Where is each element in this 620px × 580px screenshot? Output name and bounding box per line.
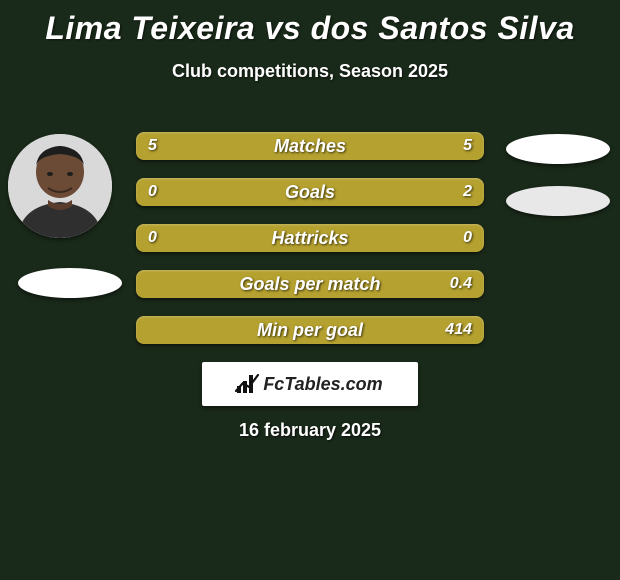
stat-right-value: 0 xyxy=(463,224,472,252)
attribution-badge: FcTables.com xyxy=(202,362,418,406)
stat-label: Goals xyxy=(136,178,484,206)
stat-label: Hattricks xyxy=(136,224,484,252)
comparison-date: 16 february 2025 xyxy=(0,420,620,441)
stat-right-value: 2 xyxy=(463,178,472,206)
player-left-club-logo xyxy=(18,268,122,298)
stat-row-min-per-goal: Min per goal 414 xyxy=(136,316,484,344)
page-subtitle: Club competitions, Season 2025 xyxy=(0,61,620,82)
comparison-card: Lima Teixeira vs dos Santos Silva Club c… xyxy=(0,10,620,580)
stat-row-matches: 5 Matches 5 xyxy=(136,132,484,160)
stat-right-value: 5 xyxy=(463,132,472,160)
stats-panel: 5 Matches 5 0 Goals 2 0 Hattricks 0 Goal… xyxy=(136,132,484,362)
stat-right-value: 414 xyxy=(445,316,472,344)
attribution-inner: FcTables.com xyxy=(237,374,382,395)
stat-row-goals-per-match: Goals per match 0.4 xyxy=(136,270,484,298)
player-right-club-logo-1 xyxy=(506,134,610,164)
avatar-silhouette-icon xyxy=(8,134,112,238)
stat-row-goals: 0 Goals 2 xyxy=(136,178,484,206)
chart-bars-icon xyxy=(237,375,259,393)
stat-label: Min per goal xyxy=(136,316,484,344)
stat-right-value: 0.4 xyxy=(450,270,472,298)
stat-label: Goals per match xyxy=(136,270,484,298)
stat-label: Matches xyxy=(136,132,484,160)
player-right-club-logo-2 xyxy=(506,186,610,216)
attribution-text: FcTables.com xyxy=(263,374,382,395)
page-title: Lima Teixeira vs dos Santos Silva xyxy=(0,10,620,47)
stat-row-hattricks: 0 Hattricks 0 xyxy=(136,224,484,252)
player-left-avatar xyxy=(8,134,112,238)
